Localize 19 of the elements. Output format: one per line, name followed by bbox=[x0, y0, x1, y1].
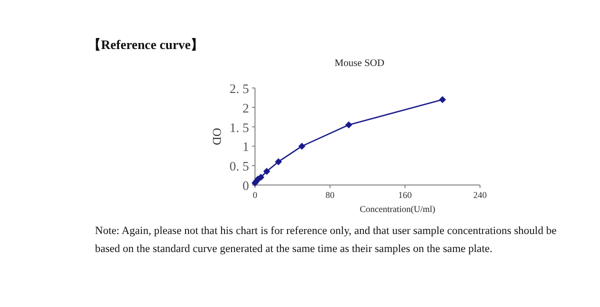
y-tick-label: 2 bbox=[242, 100, 249, 116]
x-tick-label: 160 bbox=[398, 190, 412, 200]
x-tick-label: 240 bbox=[473, 190, 488, 200]
x-tick-label: 80 bbox=[326, 190, 335, 200]
point bbox=[345, 121, 352, 128]
text: Note: Again, please not that his chart is for reference only, and that user sample concentrations should be based on the standard curve generated at the same time as their samples on the same plate. bbox=[95, 224, 558, 257]
point bbox=[298, 142, 306, 150]
chart-title: Mouse SOD bbox=[334, 58, 384, 69]
x-axis-title: Concentration(U/ml) bbox=[360, 204, 436, 214]
point bbox=[263, 168, 270, 175]
point bbox=[439, 96, 446, 104]
point bbox=[274, 158, 282, 166]
y-tick-label: 0. 5 bbox=[230, 158, 249, 174]
y-axis-title: OD bbox=[210, 128, 224, 146]
y-tick-label: 2. 5 bbox=[230, 81, 249, 96]
y-tick-label: 1 bbox=[242, 139, 249, 154]
y-tick-label: 1. 5 bbox=[230, 120, 249, 135]
x-tick-label: 0 bbox=[252, 190, 258, 200]
text: 【Reference curve】 bbox=[88, 36, 204, 54]
